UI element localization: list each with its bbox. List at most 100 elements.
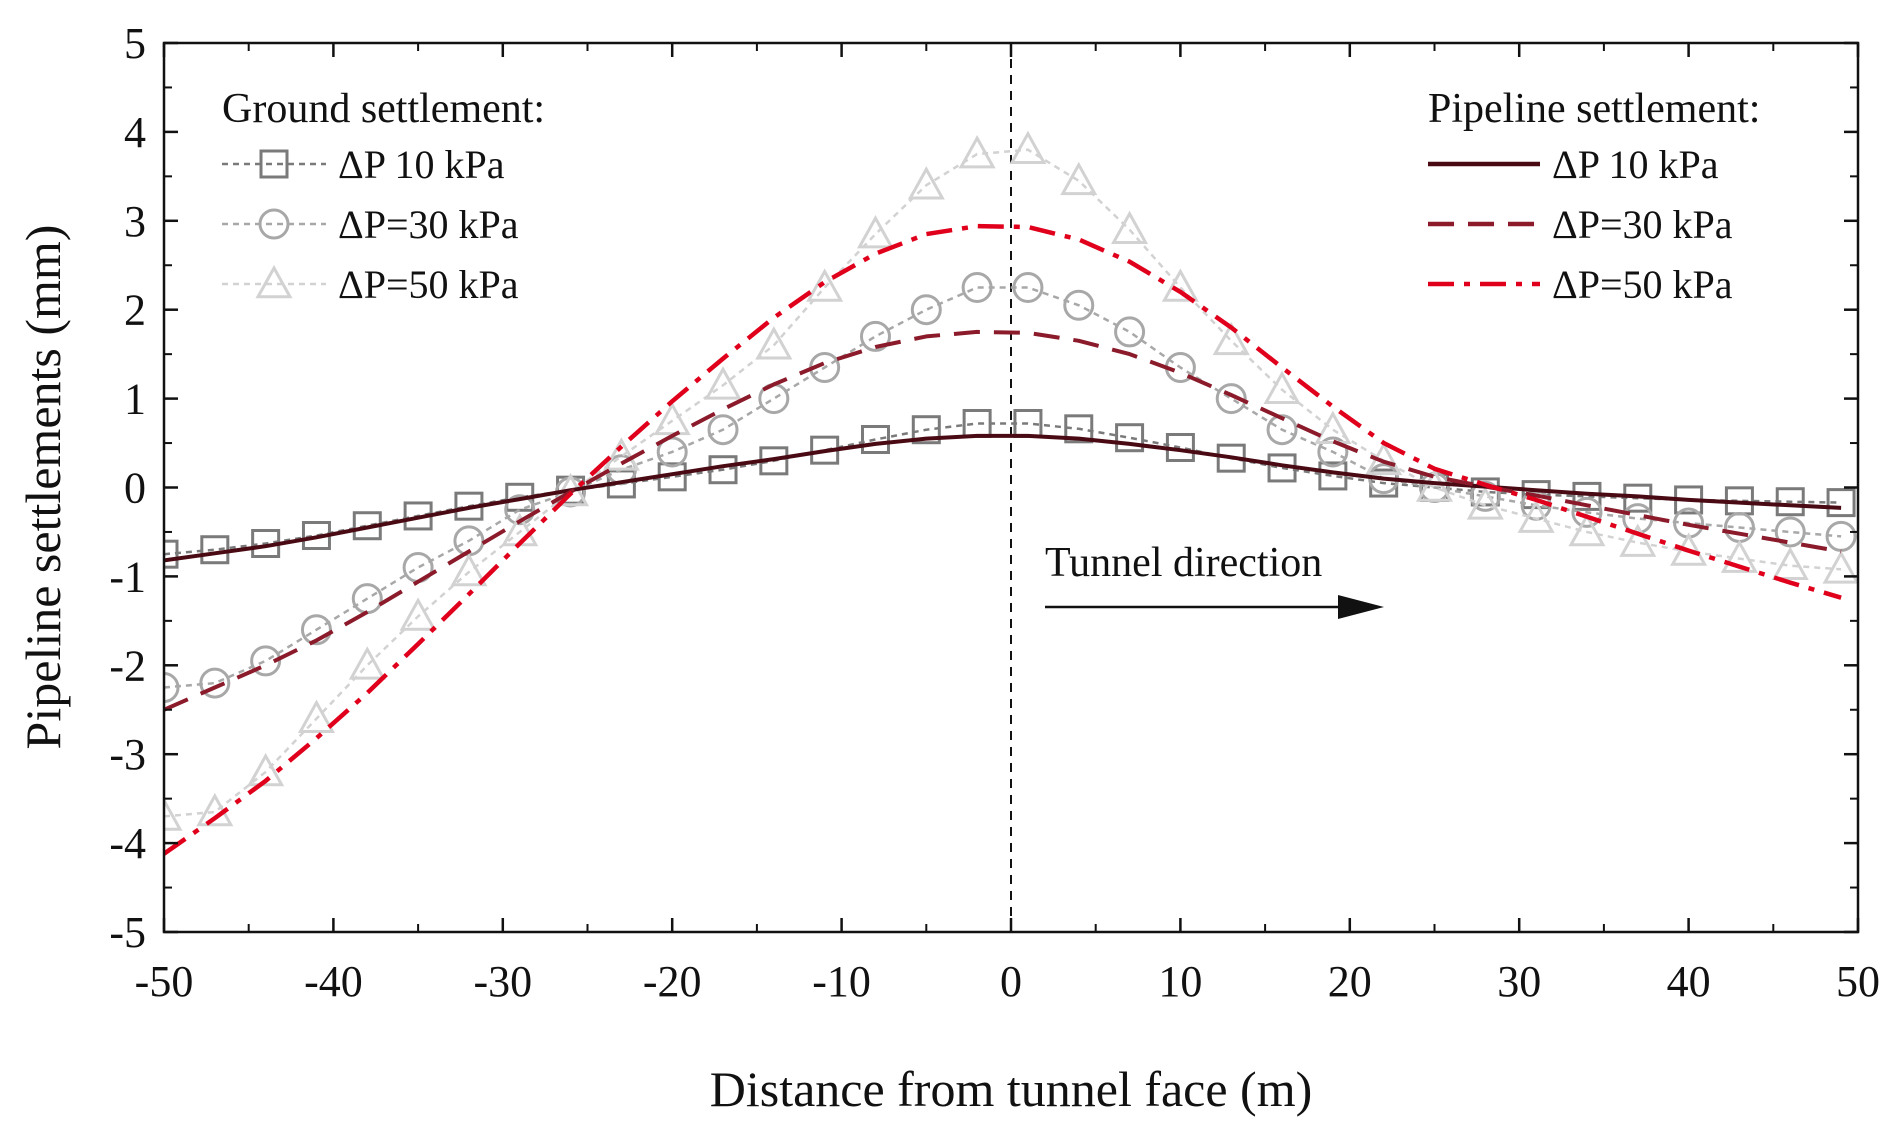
data-point-ground_50-18 — [1060, 161, 1098, 196]
data-point-ground_30-3 — [300, 614, 332, 646]
x-tick-label-5: 0 — [1000, 957, 1022, 1006]
data-point-ground_50-25 — [1415, 468, 1454, 502]
data-point-ground_30-11 — [707, 414, 739, 446]
data-point-ground_50-2 — [247, 752, 285, 787]
data-point-ground_10-14 — [860, 424, 890, 454]
plot-area — [164, 43, 1858, 932]
y-tick-label-6: -1 — [109, 552, 146, 601]
data-point-ground_30-16 — [961, 271, 993, 303]
data-point-ground_30-7 — [504, 494, 536, 526]
data-point-ground_50-3 — [297, 699, 336, 733]
tunnel-direction-arrow — [1045, 595, 1384, 619]
series-line-pipe_50 — [164, 223, 1842, 856]
data-point-ground_30-15 — [910, 294, 942, 326]
legend-label-ground-30: ΔP=30 kPa — [338, 202, 519, 247]
legend-ground-title: Ground settlement: — [222, 86, 545, 132]
legend-swatches — [222, 149, 1540, 299]
y-tick-label-1: 4 — [124, 108, 146, 157]
series-ground_50 — [164, 130, 1858, 831]
data-point-ground_50-14 — [856, 215, 895, 249]
series-line-ground_10 — [164, 422, 1842, 556]
series-pipe_50 — [164, 223, 1842, 856]
data-point-ground_30-2 — [250, 645, 282, 677]
x-tick-label-9: 40 — [1667, 957, 1711, 1006]
data-point-ground_10-33 — [1826, 488, 1856, 518]
data-point-ground_30-17 — [1012, 271, 1044, 303]
data-point-ground_50-15 — [907, 166, 945, 200]
legend-label-pipe-30: ΔP=30 kPa — [1552, 202, 1733, 247]
data-point-ground_50-26 — [1466, 486, 1504, 520]
data-point-ground_30-22 — [1266, 414, 1298, 446]
data-point-ground_50-13 — [806, 268, 844, 302]
data-point-ground_30-19 — [1114, 316, 1146, 348]
y-tick-label-4: 1 — [124, 375, 146, 424]
x-tick-label-7: 20 — [1328, 957, 1372, 1006]
legend-label-pipe-10: ΔP 10 kPa — [1552, 142, 1719, 187]
data-point-ground_50-20 — [1161, 268, 1199, 302]
y-tick-label-8: -3 — [109, 730, 146, 779]
series-pipe_10 — [164, 433, 1842, 563]
legend-swatch-marker-ground_30 — [258, 208, 290, 240]
y-tick-label-10: -5 — [109, 908, 146, 957]
y-axis-title: Pipeline settlements (mm) — [15, 225, 71, 750]
data-point-ground_50-19 — [1111, 210, 1149, 244]
data-point-ground_50-17 — [1009, 130, 1047, 164]
data-point-ground_10-32 — [1775, 487, 1805, 517]
data-point-ground_30-23 — [1317, 436, 1349, 468]
y-tick-label-0: 5 — [124, 19, 146, 68]
data-point-ground_30-18 — [1063, 289, 1095, 321]
data-point-ground_50-21 — [1212, 321, 1250, 356]
y-tick-label-3: 2 — [124, 286, 146, 335]
data-point-ground_50-28 — [1568, 512, 1606, 547]
series-line-ground_50 — [164, 148, 1842, 818]
data-point-ground_10-0 — [164, 539, 179, 569]
data-point-ground_50-10 — [653, 401, 691, 436]
data-point-ground_50-12 — [755, 326, 793, 360]
data-point-ground_50-29 — [1619, 523, 1657, 557]
series-line-pipe_30 — [164, 329, 1842, 712]
legend-label-ground-50: ΔP=50 kPa — [338, 262, 519, 307]
legend-label-ground-10: ΔP 10 kPa — [338, 142, 505, 187]
x-tick-label-4: -10 — [812, 957, 871, 1006]
data-point-ground_50-23 — [1314, 410, 1352, 445]
series-pipe_30 — [164, 329, 1842, 712]
x-tick-label-8: 30 — [1497, 957, 1541, 1006]
data-point-ground_50-33 — [1822, 550, 1858, 584]
data-point-ground_50-11 — [704, 366, 742, 400]
plot-series-group — [164, 43, 1858, 932]
data-point-ground_50-31 — [1720, 539, 1758, 573]
data-point-ground_30-1 — [199, 667, 231, 699]
series-line-pipe_10 — [164, 433, 1842, 563]
legend-pipeline-title: Pipeline settlement: — [1428, 86, 1760, 132]
y-tick-label-7: -2 — [109, 641, 146, 690]
x-tick-label-2: -30 — [473, 957, 532, 1006]
x-tick-label-6: 10 — [1158, 957, 1202, 1006]
legend-swatch-ground_30 — [222, 208, 326, 240]
x-axis-title: Distance from tunnel face (m) — [710, 1061, 1313, 1117]
data-point-ground_10-18 — [1064, 414, 1094, 444]
data-point-ground_50-0 — [164, 797, 183, 831]
legend-swatch-marker-ground_50 — [255, 264, 293, 299]
data-point-ground_30-0 — [164, 672, 180, 704]
data-point-ground_50-22 — [1263, 370, 1301, 405]
data-point-ground_50-6 — [450, 552, 488, 587]
legend-label-pipe-50: ΔP=50 kPa — [1552, 262, 1733, 307]
x-tick-label-1: -40 — [304, 957, 363, 1006]
data-point-ground_10-15 — [911, 415, 941, 445]
data-point-ground_30-21 — [1215, 383, 1247, 415]
legend-swatch-ground_10 — [222, 149, 326, 179]
y-tick-label-5: 0 — [124, 464, 146, 513]
data-point-ground_30-14 — [859, 320, 891, 352]
data-point-ground_50-4 — [348, 646, 386, 680]
data-point-ground_50-27 — [1517, 499, 1555, 533]
data-point-ground_50-5 — [399, 597, 437, 631]
data-point-ground_50-16 — [958, 135, 996, 169]
data-point-ground_30-32 — [1774, 516, 1806, 548]
x-tick-label-10: 50 — [1836, 957, 1880, 1006]
tunnel-direction-label: Tunnel direction — [1045, 540, 1322, 586]
legend-swatch-marker-ground_10 — [259, 149, 289, 179]
x-tick-label-3: -20 — [643, 957, 702, 1006]
data-point-ground_50-9 — [602, 437, 640, 471]
y-tick-label-9: -4 — [109, 819, 146, 868]
